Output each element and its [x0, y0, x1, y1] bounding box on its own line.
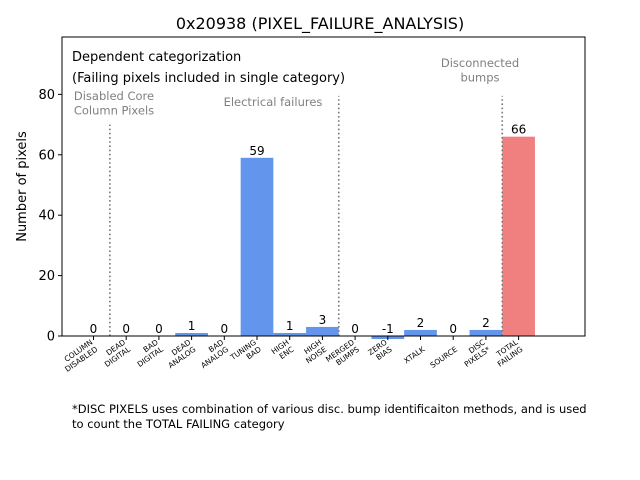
- bar: [175, 332, 208, 336]
- bar-value-label: 2: [417, 316, 425, 330]
- bar-value-label: 0: [351, 322, 359, 336]
- bar-value-label: -1: [382, 322, 394, 336]
- region-label: Column Pixels: [74, 104, 154, 118]
- y-axis-label: Number of pixels: [15, 131, 30, 242]
- x-category-label: XTALK: [402, 344, 427, 365]
- bar: [306, 326, 339, 336]
- bar-value-label: 3: [319, 313, 327, 327]
- bar-value-label: 1: [188, 319, 196, 333]
- bar-value-label: 0: [122, 322, 130, 336]
- region-label: Disconnected: [441, 56, 519, 70]
- bar: [469, 329, 503, 336]
- bar-value-label: 2: [482, 316, 490, 330]
- bar: [273, 332, 307, 336]
- annotation-text: (Failing pixels included in single categ…: [72, 71, 345, 86]
- bar-value-label: 0: [220, 322, 228, 336]
- bar: [240, 157, 274, 336]
- bar: [502, 136, 535, 336]
- bar-value-label: 0: [155, 322, 163, 336]
- chart-title: 0x20938 (PIXEL_FAILURE_ANALYSIS): [176, 14, 464, 34]
- y-tick-label: 40: [38, 209, 55, 224]
- plot-frame: [61, 36, 586, 337]
- bar-value-label: 59: [249, 144, 264, 158]
- footnote: *DISC PIXELS uses combination of various…: [72, 402, 587, 431]
- y-tick-label: 80: [38, 88, 55, 103]
- bar-value-label: 0: [449, 322, 457, 336]
- bar: [404, 329, 437, 336]
- y-tick-label: 20: [38, 269, 55, 284]
- bar-value-label: 66: [511, 123, 526, 137]
- region-label: Disabled Core: [74, 89, 154, 103]
- region-label: bumps: [460, 71, 499, 85]
- region-label: Electrical failures: [224, 95, 323, 109]
- x-category-label: SOURCE: [429, 345, 460, 370]
- bar-value-label: 1: [286, 319, 294, 333]
- annotation-text: Dependent categorization: [72, 50, 241, 65]
- y-tick-label: 60: [38, 148, 55, 163]
- bar-value-label: 0: [90, 322, 98, 336]
- y-tick-label: 0: [47, 330, 55, 345]
